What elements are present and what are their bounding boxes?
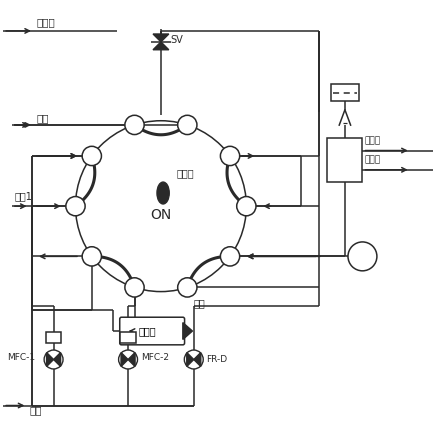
Text: 10: 10 <box>87 152 97 160</box>
Text: MFC-1: MFC-1 <box>7 353 35 362</box>
Polygon shape <box>194 353 201 366</box>
Text: 多通阀: 多通阀 <box>176 168 194 179</box>
Text: 色谱柱: 色谱柱 <box>139 326 156 336</box>
Polygon shape <box>53 353 61 366</box>
Circle shape <box>125 115 144 135</box>
Polygon shape <box>183 323 192 339</box>
Polygon shape <box>187 353 194 366</box>
Bar <box>120 332 136 343</box>
Circle shape <box>237 197 256 216</box>
Circle shape <box>221 247 240 266</box>
Polygon shape <box>46 353 53 366</box>
Text: MFC-2: MFC-2 <box>141 353 169 362</box>
Text: 5: 5 <box>228 252 232 261</box>
Text: 样入: 样入 <box>36 113 49 123</box>
Polygon shape <box>153 34 169 42</box>
Text: 燃烧气: 燃烧气 <box>365 155 381 164</box>
Circle shape <box>82 247 102 266</box>
Text: 8: 8 <box>89 252 94 261</box>
Text: 9: 9 <box>73 202 78 211</box>
Circle shape <box>348 242 377 271</box>
Text: 4: 4 <box>244 202 249 211</box>
FancyBboxPatch shape <box>120 317 185 345</box>
Text: P: P <box>359 251 366 261</box>
Text: 载气1: 载气1 <box>14 191 32 201</box>
Circle shape <box>66 197 85 216</box>
Polygon shape <box>128 353 135 366</box>
Text: ON: ON <box>150 208 171 222</box>
Text: 助燃气: 助燃气 <box>365 136 381 145</box>
Circle shape <box>178 115 197 135</box>
Text: 6: 6 <box>185 283 190 292</box>
Bar <box>46 332 61 343</box>
Circle shape <box>125 278 144 297</box>
Circle shape <box>178 278 197 297</box>
Circle shape <box>76 121 246 291</box>
Text: 驱动气: 驱动气 <box>36 17 55 27</box>
Text: 反吹: 反吹 <box>194 298 206 308</box>
Bar <box>331 84 359 101</box>
Circle shape <box>82 146 102 166</box>
Circle shape <box>221 146 240 166</box>
Polygon shape <box>121 353 128 366</box>
Polygon shape <box>153 42 169 50</box>
Text: 1: 1 <box>132 120 137 129</box>
Text: 载气: 载气 <box>30 405 42 415</box>
Text: 3: 3 <box>228 152 232 160</box>
Text: 2: 2 <box>185 120 190 129</box>
Text: 7: 7 <box>132 283 137 292</box>
Text: FR-D: FR-D <box>206 355 227 364</box>
Ellipse shape <box>157 182 169 204</box>
Text: SV: SV <box>171 35 183 45</box>
Bar <box>328 138 362 182</box>
